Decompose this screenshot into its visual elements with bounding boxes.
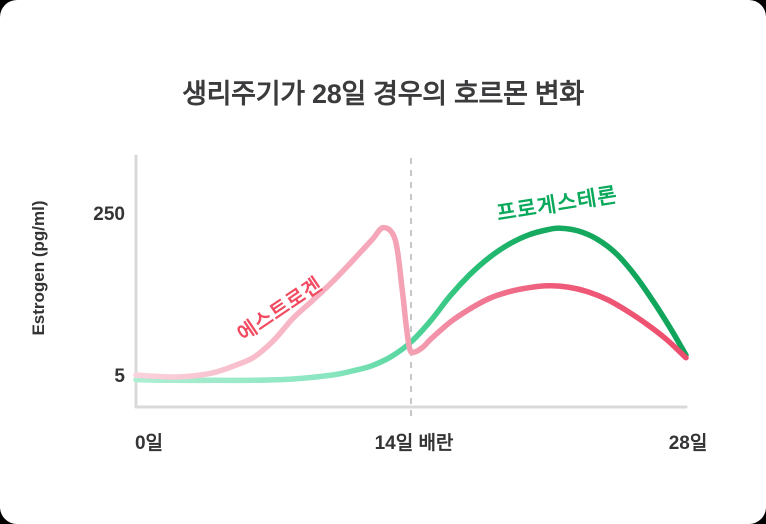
y-tick-5: 5 [114, 366, 125, 387]
estrogen-series-label: 에스트로겐 [234, 273, 327, 346]
y-tick-250: 250 [93, 204, 125, 225]
progesterone-series-label: 프로게스테론 [495, 183, 620, 226]
x-tick-day28: 28일 [668, 433, 708, 454]
chart-title: 생리주기가 28일 경우의 호르몬 변화 [182, 79, 584, 109]
y-axis-title: Estrogen (pg/ml) [29, 200, 48, 336]
x-tick-day0: 0일 [134, 433, 164, 454]
x-tick-day14-ovulation: 14일 배란 [374, 433, 454, 454]
